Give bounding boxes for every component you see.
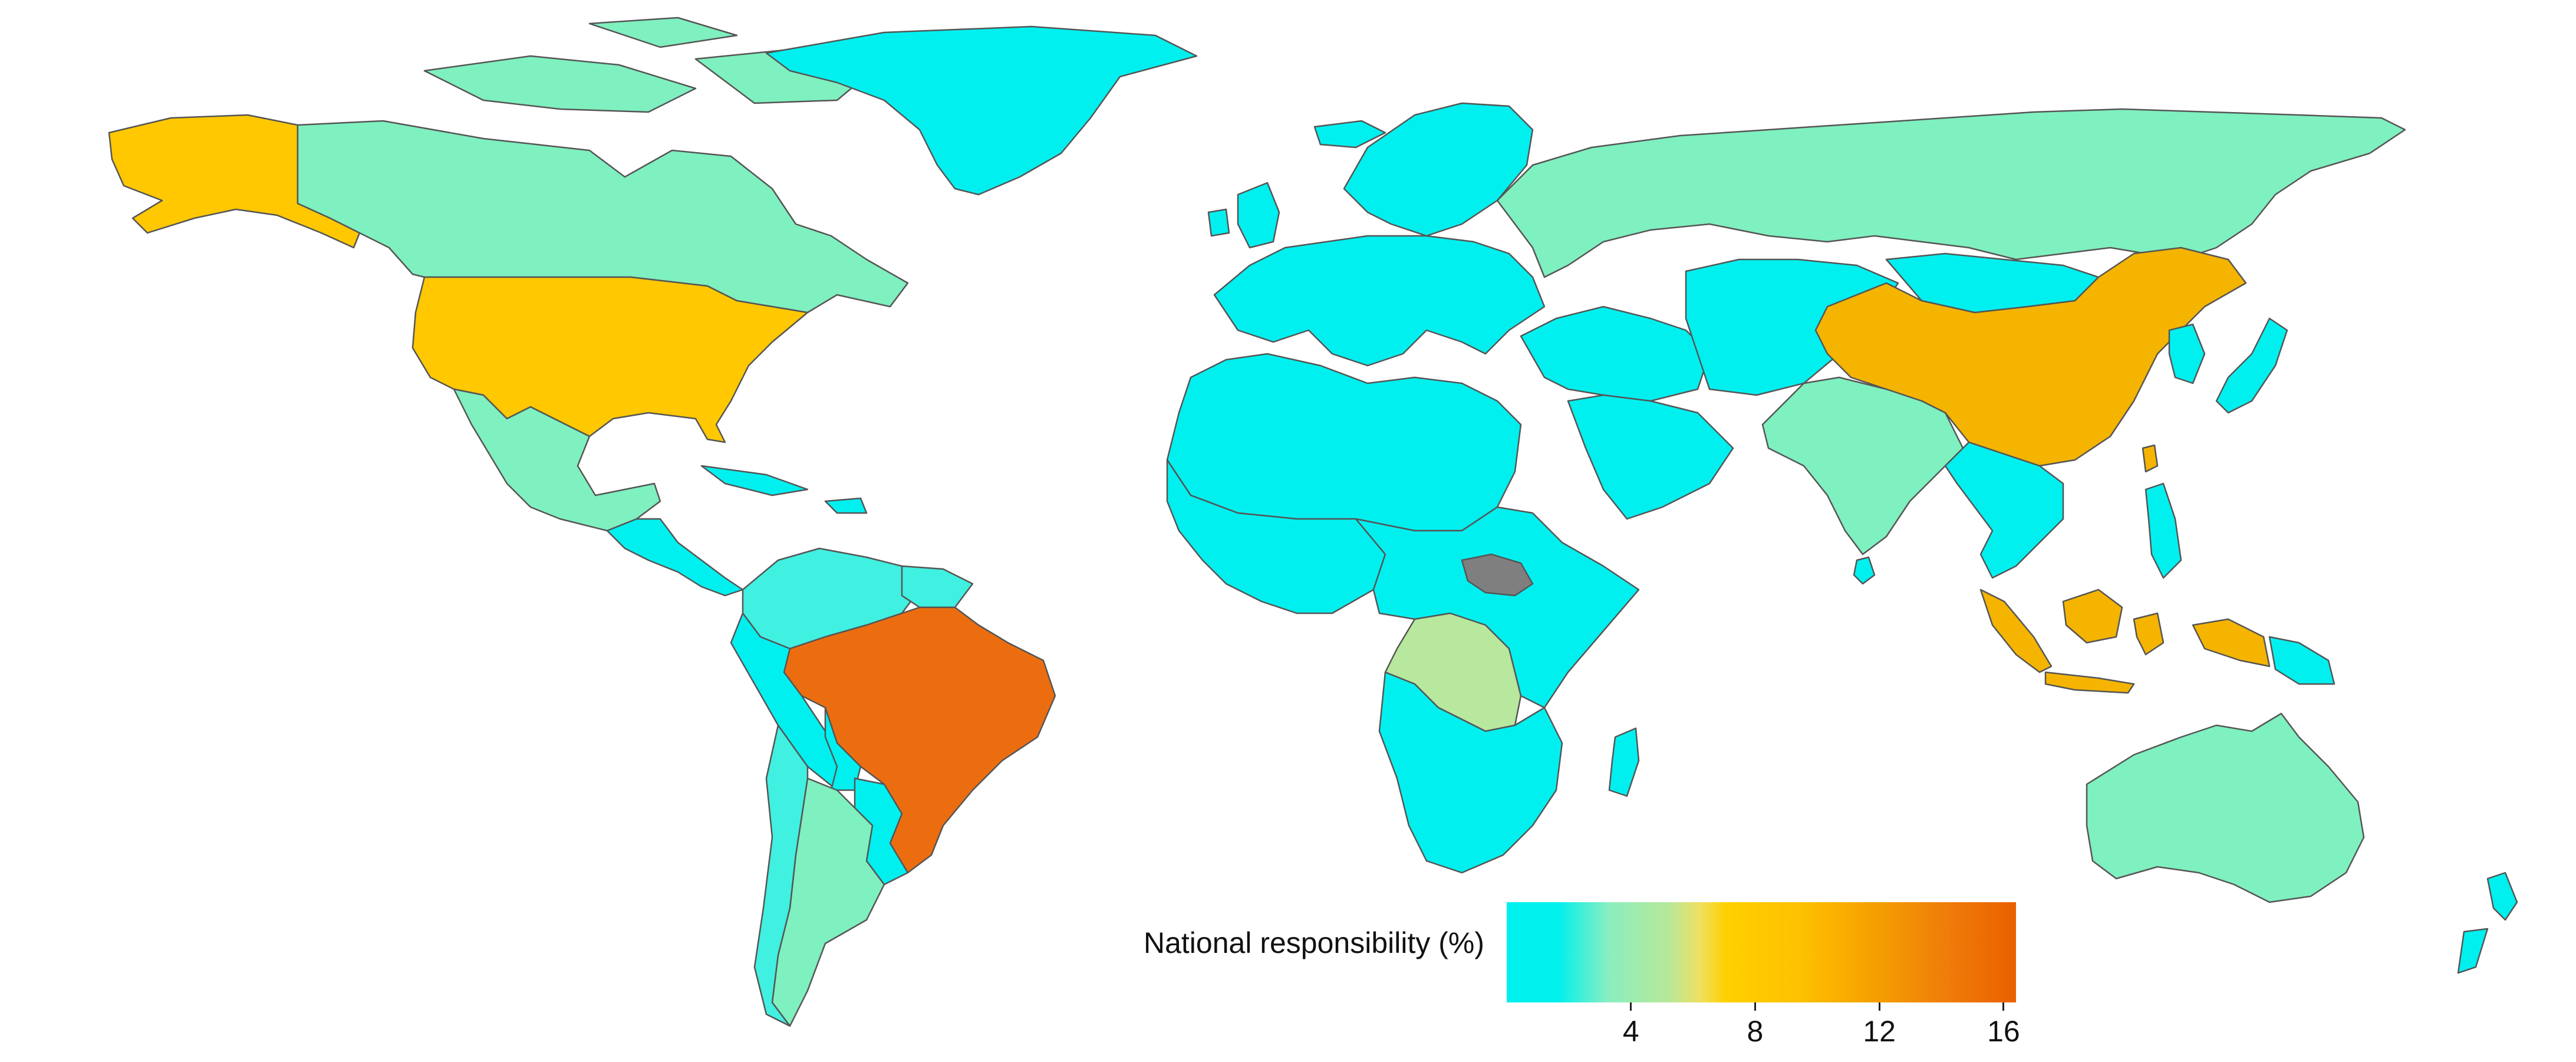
country-bolivia bbox=[824, 706, 862, 791]
country-russia bbox=[1496, 108, 2406, 278]
country-caribbean bbox=[700, 465, 868, 514]
country-arabia bbox=[1567, 394, 1734, 520]
legend-tick-label-12: 12 bbox=[1863, 1015, 1896, 1048]
country-chile bbox=[753, 724, 809, 1027]
legend-color-bar bbox=[1507, 902, 2016, 1002]
country-new-zealand bbox=[2457, 872, 2518, 974]
country-philippines bbox=[2145, 482, 2182, 579]
country-west-africa bbox=[1166, 459, 1386, 614]
country-korea bbox=[2168, 323, 2206, 384]
country-sri-lanka bbox=[1853, 556, 1876, 585]
country-europe bbox=[1213, 235, 1546, 367]
legend-tick-label-4: 4 bbox=[1622, 1015, 1639, 1048]
legend-title: National responsibility (%) bbox=[1144, 926, 1485, 959]
color-legend: National responsibility (%) 4 8 12 16 bbox=[1144, 902, 2020, 1056]
country-north-africa bbox=[1166, 353, 1522, 532]
country-indonesia bbox=[1979, 588, 2271, 694]
country-australia bbox=[2086, 712, 2365, 903]
country-guianas bbox=[901, 565, 974, 609]
country-central-america bbox=[606, 518, 744, 597]
legend-tick-4 bbox=[1630, 1002, 1632, 1011]
country-madagascar bbox=[1608, 727, 1640, 797]
country-uk-ireland bbox=[1207, 182, 1280, 249]
country-japan bbox=[2215, 317, 2288, 414]
legend-tick-label-8: 8 bbox=[1747, 1015, 1764, 1048]
country-south-sudan bbox=[1461, 553, 1534, 597]
legend-tick-12 bbox=[1878, 1002, 1880, 1011]
legend-tick-label-16: 16 bbox=[1987, 1015, 2020, 1048]
country-scandinavia bbox=[1343, 102, 1534, 237]
country-india bbox=[1761, 376, 1964, 555]
country-canada bbox=[297, 120, 909, 314]
country-papua-new-guinea bbox=[2268, 636, 2335, 685]
country-middle-east bbox=[1520, 305, 1711, 402]
legend-tick-16 bbox=[2002, 1002, 2005, 1011]
legend-tick-8 bbox=[1754, 1002, 1756, 1011]
country-southern-africa bbox=[1378, 671, 1563, 874]
country-central-east-africa bbox=[1355, 506, 1640, 709]
country-mexico bbox=[453, 388, 661, 532]
country-greenland bbox=[765, 25, 1198, 196]
country-taiwan bbox=[2142, 444, 2159, 473]
country-southeast-asia bbox=[1944, 441, 2064, 579]
country-iceland bbox=[1313, 120, 1386, 149]
